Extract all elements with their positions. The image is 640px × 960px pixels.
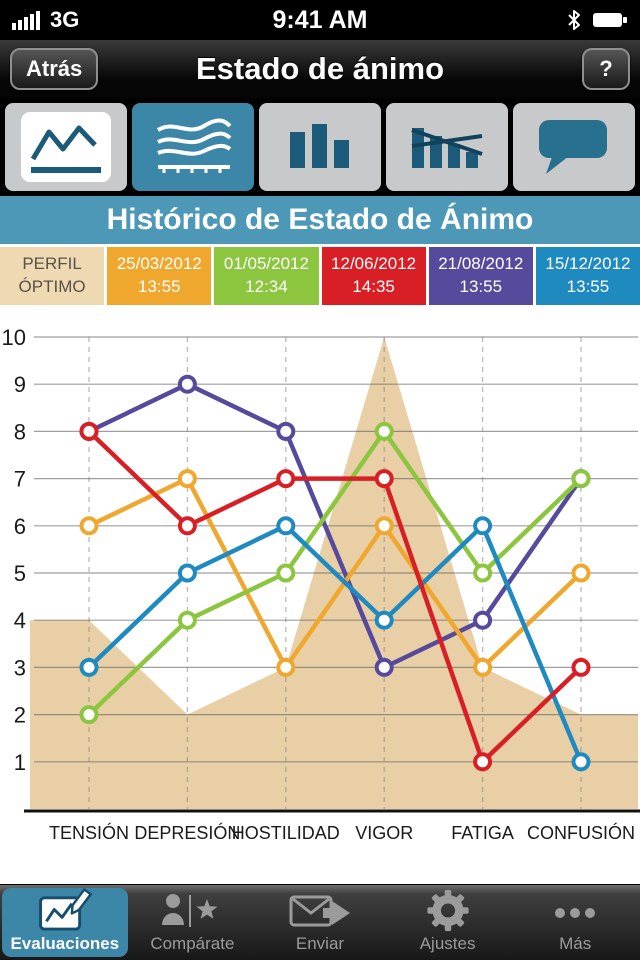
legend-date: 21/08/2012 — [438, 254, 524, 274]
legend-date-5[interactable]: 15/12/2012 13:55 — [535, 247, 640, 305]
toolbar-label: Más — [559, 934, 592, 953]
line-chart-icon — [21, 112, 111, 182]
toolbar-ajustes[interactable]: Ajustes — [385, 888, 511, 957]
svg-text:FATIGA: FATIGA — [451, 823, 514, 843]
tab-line-chart[interactable] — [5, 103, 127, 191]
svg-text:7: 7 — [14, 467, 26, 492]
legend-date: 25/03/2012 — [116, 254, 202, 274]
status-time: 9:41 AM — [272, 5, 368, 34]
legend-time: 13:55 — [459, 277, 503, 296]
bar-chart-icon — [290, 124, 349, 168]
legend-perfil-optimo[interactable]: PERFIL ÓPTIMO — [0, 247, 105, 305]
multi-line-chart-icon — [156, 118, 232, 173]
status-bar: 3G 9:41 AM — [0, 0, 640, 40]
toolbar-comparate[interactable]: Compárate — [130, 888, 256, 957]
more-icon — [555, 908, 596, 918]
legend-time: 14:35 — [352, 277, 395, 296]
legend-date-4[interactable]: 21/08/2012 13:55 — [428, 247, 533, 305]
svg-text:3: 3 — [14, 655, 26, 680]
settings-icon — [426, 889, 469, 932]
nav-bar: Atrás Estado de ánimo ? — [0, 40, 640, 98]
compare-icon — [162, 894, 218, 927]
chart-type-tabs — [0, 98, 640, 196]
evaluations-icon — [38, 888, 92, 931]
toolbar-evaluaciones[interactable]: Evaluaciones — [2, 888, 128, 957]
legend-date-3[interactable]: 12/06/2012 14:35 — [321, 247, 426, 305]
carrier-label: 3G — [50, 7, 80, 32]
status-right — [566, 8, 628, 32]
legend-date: 15/12/2012 — [545, 254, 631, 274]
section-header: Histórico de Estado de Ánimo — [0, 196, 640, 244]
section-title: Histórico de Estado de Ánimo — [106, 203, 534, 236]
bluetooth-icon — [568, 10, 580, 30]
chart-area: 1 2 3 4 5 6 7 8 9 10 TENSIÓN DEPRESIÓN HOSTILIDAD VIG… — [0, 308, 640, 884]
svg-text:10: 10 — [2, 325, 26, 350]
svg-text:9: 9 — [14, 372, 26, 397]
svg-text:VIGOR: VIGOR — [355, 823, 413, 843]
send-icon — [289, 895, 350, 927]
toolbar-label: Evaluaciones — [10, 934, 120, 953]
svg-text:8: 8 — [14, 419, 26, 444]
page-title: Estado de ánimo — [195, 51, 445, 86]
legend-date: 12/06/2012 — [331, 254, 417, 274]
battery-icon — [593, 13, 627, 27]
legend-row: PERFIL ÓPTIMO 25/03/2012 13:55 01/05/201… — [0, 244, 640, 308]
toolbar-enviar[interactable]: Enviar — [257, 888, 383, 957]
bar-line-chart-icon — [411, 128, 483, 168]
tab-comments[interactable] — [513, 103, 635, 191]
tab-bar-line-chart[interactable] — [386, 103, 508, 191]
svg-text:TENSIÓN: TENSIÓN — [49, 822, 129, 843]
legend-label-line2: ÓPTIMO — [18, 277, 86, 296]
svg-text:4: 4 — [14, 608, 26, 633]
svg-text:6: 6 — [14, 514, 26, 539]
toolbar-label: Enviar — [295, 934, 345, 953]
status-left: 3G — [12, 7, 79, 33]
legend-time: 13:55 — [137, 277, 181, 296]
signal-icon — [12, 11, 40, 30]
toolbar-label: Compárate — [150, 934, 235, 953]
legend-time: 12:34 — [245, 277, 288, 296]
tab-multi-line-chart[interactable] — [132, 103, 254, 191]
comments-icon — [539, 120, 607, 174]
legend-date: 01/05/2012 — [223, 254, 309, 274]
help-button[interactable]: ? — [582, 48, 630, 90]
toolbar-label: Ajustes — [419, 934, 476, 953]
legend-date-2[interactable]: 01/05/2012 12:34 — [214, 247, 319, 305]
svg-text:HOSTILIDAD: HOSTILIDAD — [232, 823, 340, 843]
svg-text:DEPRESIÓN: DEPRESIÓN — [134, 822, 240, 843]
svg-text:2: 2 — [14, 703, 26, 728]
svg-text:5: 5 — [14, 561, 26, 586]
tab-bar-chart[interactable] — [259, 103, 381, 191]
bottom-toolbar: Evaluaciones Compárate Enviar — [0, 884, 640, 960]
back-button[interactable]: Atrás — [10, 48, 99, 90]
toolbar-mas[interactable]: Más — [512, 888, 638, 957]
legend-label-line1: PERFIL — [22, 254, 82, 274]
svg-text:1: 1 — [14, 750, 26, 775]
legend-date-1[interactable]: 25/03/2012 13:55 — [107, 247, 212, 305]
legend-time: 13:55 — [566, 277, 610, 296]
svg-text:CONFUSIÓN: CONFUSIÓN — [527, 822, 635, 843]
